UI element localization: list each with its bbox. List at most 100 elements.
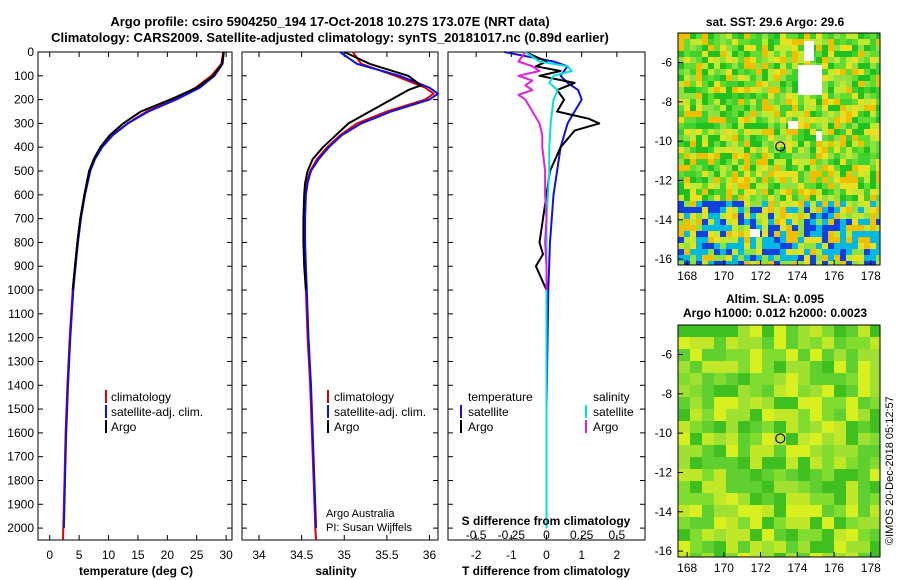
sst-map-cell: [744, 87, 750, 93]
sst-map-cell: [708, 129, 714, 135]
sst-map-cell: [738, 99, 744, 105]
sst-map-cell: [708, 123, 714, 129]
sst-map-cell: [744, 183, 750, 189]
sst-map-cell: [684, 87, 690, 93]
sla-map-title: Altim. SLA: 0.095: [726, 292, 824, 306]
sst-map-cell: [846, 45, 852, 51]
sla-map-cell: [786, 349, 798, 361]
sst-map-cell: [798, 189, 804, 195]
difference-xlabel: T difference from climatology: [462, 564, 630, 578]
sst-map-cell: [714, 243, 720, 249]
sst-map-cell: [678, 231, 684, 237]
sla-map-cell: [822, 493, 834, 505]
sst-map-cell: [840, 231, 846, 237]
sla-map-cell: [810, 397, 822, 409]
sla-map-cell: [822, 361, 834, 373]
sla-map-cell: [858, 325, 870, 337]
sla-map-cell: [858, 481, 870, 493]
sst-map-cell: [864, 195, 870, 201]
sla-map-cell: [870, 409, 880, 421]
sst-map-cell: [762, 237, 768, 243]
sst-map-cell: [864, 255, 870, 261]
sst-map-cell: [864, 219, 870, 225]
sst-map-cell: [822, 213, 828, 219]
sst-map-cell: [792, 183, 798, 189]
sst-map-cell: [798, 93, 804, 99]
sst-map-cell: [762, 255, 768, 261]
sst-map-cell: [876, 171, 880, 177]
sst-map-cell: [768, 159, 774, 165]
sst-map-cell: [696, 159, 702, 165]
sst-map-cell: [774, 63, 780, 69]
sst-map-cell: [732, 207, 738, 213]
sst-map-cell: [858, 237, 864, 243]
no-data-patch: [816, 131, 822, 141]
sla-map-cell: [810, 361, 822, 373]
no-data-patch: [750, 229, 760, 237]
sst-map-cell: [858, 117, 864, 123]
sla-map-cell: [834, 517, 846, 529]
sla-map-cell: [822, 505, 834, 517]
sst-map-cell: [864, 129, 870, 135]
sst-map-cell: [720, 153, 726, 159]
sla-map-cell: [738, 493, 750, 505]
sst-map-cell: [810, 219, 816, 225]
sst-map-cell: [690, 177, 696, 183]
sst-map-cell: [846, 75, 852, 81]
sst-map-cell: [876, 51, 880, 57]
sst-map-cell: [846, 33, 852, 39]
sst-map-cell: [720, 195, 726, 201]
sst-map-cell: [810, 243, 816, 249]
sla-map-cell: [714, 349, 726, 361]
sla-map-cell: [762, 481, 774, 493]
sla-map-cell: [798, 553, 810, 557]
sst-map-cell: [864, 207, 870, 213]
sst-map-cell: [762, 135, 768, 141]
sst-map-cell: [720, 33, 726, 39]
sst-map-cell: [780, 207, 786, 213]
sst-map-cell: [714, 129, 720, 135]
sst-map-cell: [768, 123, 774, 129]
sla-map-cell: [690, 553, 702, 557]
sst-map-cell: [690, 237, 696, 243]
sst-map-cell: [798, 219, 804, 225]
sst-map: 168 170 172 174 176 178-6-8-10-12-14-16: [655, 32, 881, 283]
sst-map-cell: [726, 105, 732, 111]
sst-map-cell: [690, 261, 696, 265]
sst-map-cell: [804, 201, 810, 207]
sla-map-cell: [834, 481, 846, 493]
diff-legend-temp-title: temperature: [468, 390, 533, 404]
sst-map-cell: [732, 45, 738, 51]
sst-map-cell: [864, 81, 870, 87]
sla-map-cell: [822, 421, 834, 433]
diff-legend-temp-sat-label: satellite: [468, 405, 509, 419]
sst-map-cell: [864, 177, 870, 183]
sla-map-cell: [714, 469, 726, 481]
sst-map-cell: [846, 117, 852, 123]
sst-map-cell: [822, 33, 828, 39]
sla-map-cell: [774, 553, 786, 557]
sla-map-cell: [678, 493, 690, 505]
sst-map-cell: [714, 93, 720, 99]
s-diff-tick-label: 0.5: [609, 528, 626, 542]
sla-map-cell: [714, 385, 726, 397]
sst-map-cell: [858, 159, 864, 165]
sst-map-cell: [828, 225, 834, 231]
sla-map-cell: [714, 445, 726, 457]
sst-map-cell: [702, 135, 708, 141]
sst-map-cell: [720, 219, 726, 225]
sst-map-cell: [816, 159, 822, 165]
difference-panel: -2 -1 0 1 2-0.5 -0.25 0 0.25 0.5: [447, 51, 646, 562]
sst-map-cell: [852, 213, 858, 219]
sst-map-cell: [786, 165, 792, 171]
sst-map-cell: [774, 165, 780, 171]
sla-map-cell: [834, 397, 846, 409]
sst-map-cell: [828, 177, 834, 183]
sst-map-cell: [846, 87, 852, 93]
sst-map-cell: [804, 225, 810, 231]
sst-map-cell: [864, 39, 870, 45]
sst-map-cell: [696, 33, 702, 39]
sst-map-cell: [768, 81, 774, 87]
sst-map-cell: [762, 63, 768, 69]
sst-map-cell: [828, 45, 834, 51]
